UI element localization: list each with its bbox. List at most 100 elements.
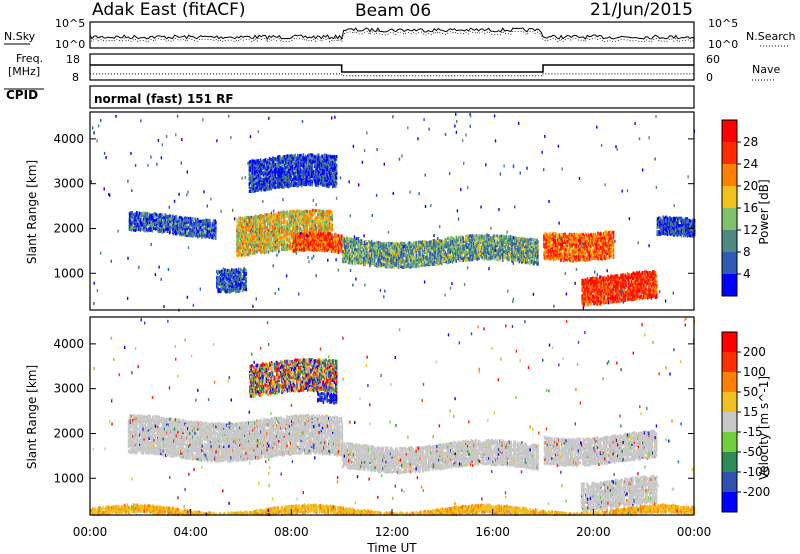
range-gate-cell xyxy=(320,210,323,214)
range-gate-cell xyxy=(561,256,564,260)
range-gate-cell xyxy=(270,221,273,225)
range-gate-cell xyxy=(517,256,519,260)
range-gate-cell xyxy=(517,244,519,248)
range-gate-cell xyxy=(459,259,461,263)
range-gate-cell xyxy=(392,255,394,259)
range-gate-cell xyxy=(365,240,367,244)
range-gate-cell xyxy=(593,296,596,300)
range-gate-cell xyxy=(285,227,287,231)
range-gate-cell xyxy=(303,213,306,217)
range-gate-cell xyxy=(295,233,297,237)
range-gate-cell xyxy=(587,285,589,289)
range-gate-cell xyxy=(606,231,609,235)
range-gate-cell xyxy=(241,216,244,221)
range-gate-cell xyxy=(319,244,322,248)
range-gate-cell xyxy=(469,249,471,253)
range-gate-cell xyxy=(516,254,518,258)
range-gate-cell xyxy=(253,245,255,249)
range-gate-cell xyxy=(339,248,342,253)
range-gate-cell xyxy=(482,255,485,259)
range-gate-cell xyxy=(256,219,258,223)
range-gate-cell xyxy=(486,241,488,245)
range-gate-cell xyxy=(331,249,333,253)
range-gate-cell xyxy=(260,248,263,252)
range-gate-cell xyxy=(508,238,510,242)
range-gate-cell xyxy=(503,239,505,243)
range-gate-cell xyxy=(552,242,555,246)
range-gate-cell xyxy=(285,222,287,226)
range-gate-cell xyxy=(253,216,255,220)
range-gate-cell xyxy=(376,240,378,244)
range-gate-cell xyxy=(311,216,313,220)
range-gate-cell xyxy=(366,253,368,258)
range-gate-cell xyxy=(592,298,595,302)
range-gate-cell xyxy=(313,244,315,248)
range-gate-cell xyxy=(327,248,329,252)
range-gate-cell xyxy=(461,239,463,243)
range-gate-cell xyxy=(597,233,600,237)
range-gate-cell xyxy=(256,225,258,229)
range-gate-cell xyxy=(312,229,314,233)
range-gate-cell xyxy=(301,220,304,224)
range-gate-cell xyxy=(601,248,604,252)
range-gate-cell xyxy=(351,248,354,252)
range-gate-cell xyxy=(366,245,368,249)
range-gate-cell xyxy=(317,243,320,247)
range-gate-cell xyxy=(293,209,295,213)
range-gate-cell xyxy=(248,240,250,244)
range-gate-cell xyxy=(296,236,298,240)
range-gate-cell xyxy=(466,245,468,249)
range-gate-cell xyxy=(317,227,319,231)
range-gate-cell xyxy=(404,262,407,266)
range-gate-cell xyxy=(295,213,297,217)
range-gate-cell xyxy=(565,252,567,256)
range-gate-cell xyxy=(260,241,263,245)
range-gate-cell xyxy=(573,240,576,244)
range-gate-cell xyxy=(313,209,316,213)
range-gate-cell xyxy=(553,240,555,245)
range-gate-cell xyxy=(592,240,595,244)
power-cells xyxy=(90,112,696,312)
range-gate-cell xyxy=(537,240,539,244)
range-gate-cell xyxy=(280,242,282,246)
range-gate-cell xyxy=(595,276,598,280)
range-gate-cell xyxy=(280,222,282,226)
range-gate-cell xyxy=(239,248,241,252)
range-gate-cell xyxy=(584,258,587,263)
range-gate-cell xyxy=(242,221,245,225)
range-gate-cell xyxy=(577,244,580,248)
range-gate-cell xyxy=(402,251,404,255)
range-gate-cell xyxy=(537,246,539,250)
range-gate-cell xyxy=(241,221,244,225)
range-gate-cell xyxy=(604,246,607,250)
range-gate-cell xyxy=(583,290,585,294)
range-gate-cell xyxy=(346,246,349,250)
range-gate-cell xyxy=(242,252,245,256)
range-gate-cell xyxy=(594,244,597,248)
range-gate-cell xyxy=(513,258,515,263)
range-gate-cell xyxy=(485,242,487,246)
range-gate-cell xyxy=(573,242,576,246)
range-gate-cell xyxy=(320,226,323,230)
range-gate-cell xyxy=(526,240,528,244)
range-gate-cell xyxy=(413,241,415,245)
range-gate-cell xyxy=(347,244,350,248)
range-gate-cell xyxy=(533,262,535,266)
range-gate-cell xyxy=(604,230,607,234)
range-gate-cell xyxy=(276,240,278,244)
range-gate-cell xyxy=(390,257,392,261)
range-gate-cell xyxy=(398,260,400,264)
range-gate-cell xyxy=(544,231,546,236)
range-gate-cell xyxy=(242,239,245,243)
range-gate-cell xyxy=(464,237,467,241)
range-gate-cell xyxy=(261,214,264,218)
range-gate-cell xyxy=(312,213,314,217)
range-gate-cell xyxy=(510,235,513,239)
range-gate-cell xyxy=(438,246,441,250)
range-gate-cell xyxy=(509,237,512,241)
range-gate-cell xyxy=(243,235,246,239)
range-gate-cell xyxy=(248,253,250,257)
range-gate-cell xyxy=(485,239,487,243)
range-gate-cell xyxy=(471,234,474,238)
range-gate-cell xyxy=(300,222,303,226)
